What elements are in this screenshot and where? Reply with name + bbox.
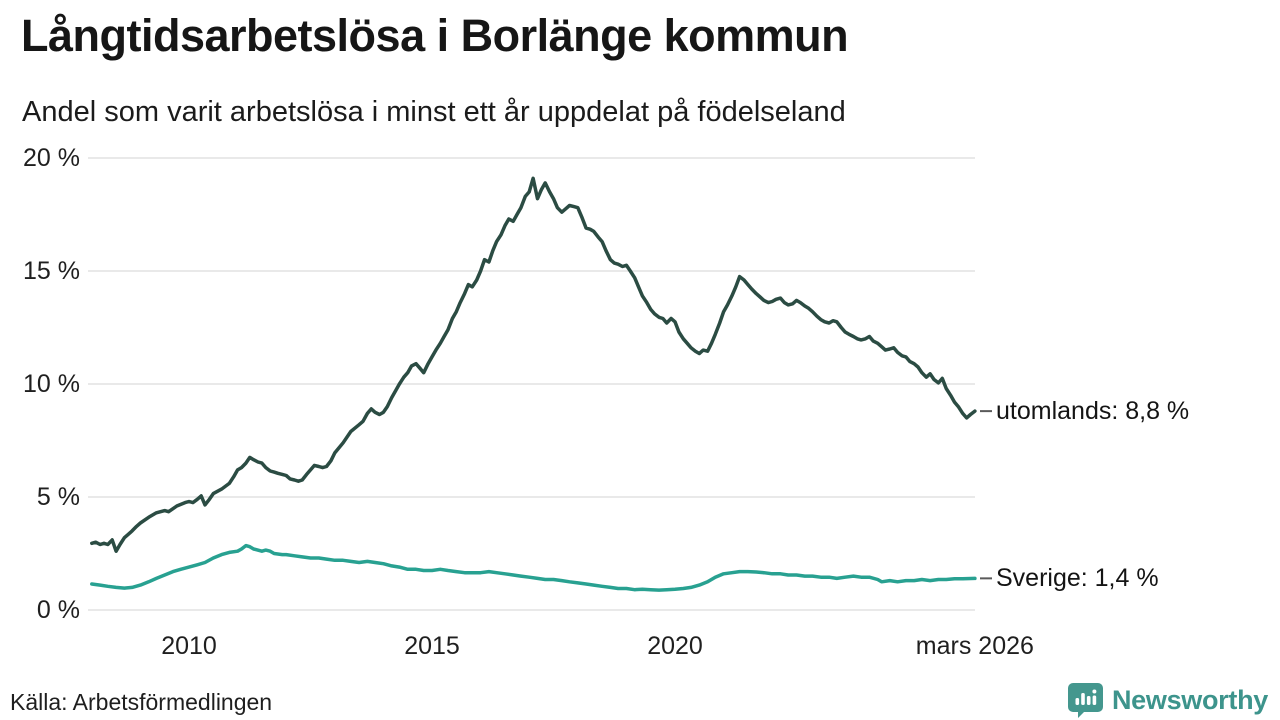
- series-line-Sverige: [90, 543, 977, 592]
- newsworthy-bar-chart-bubble-icon: [1067, 682, 1104, 718]
- y-axis-tick-15: 15 %: [23, 257, 80, 285]
- chart-subtitle: Andel som varit arbetslösa i minst ett å…: [22, 96, 846, 128]
- newsworthy-wordmark: Newsworthy: [1111, 684, 1268, 715]
- x-axis-tick-2010: 2010: [161, 632, 217, 660]
- chart-title: Långtidsarbetslösa i Borlänge kommun: [21, 10, 849, 61]
- x-axis-tick-2020: 2020: [647, 632, 703, 660]
- newsworthy-logo: Newsworthy: [1067, 682, 1268, 718]
- y-axis-tick-5: 5 %: [36, 483, 80, 511]
- series-line-utomlands: [90, 176, 977, 553]
- x-axis-tick-2015: 2015: [404, 632, 460, 660]
- series-end-label-utomlands: utomlands: 8,8 %: [996, 397, 1190, 426]
- y-axis-tick-20: 20 %: [23, 144, 80, 172]
- y-axis-tick-0: 0 %: [36, 596, 80, 624]
- series-end-label-Sverige: Sverige: 1,4 %: [996, 564, 1159, 593]
- x-axis-tick-mars-2026: mars 2026: [915, 632, 1034, 660]
- source-caption: Källa: Arbetsförmedlingen: [10, 689, 273, 715]
- y-axis-tick-10: 10 %: [23, 370, 80, 398]
